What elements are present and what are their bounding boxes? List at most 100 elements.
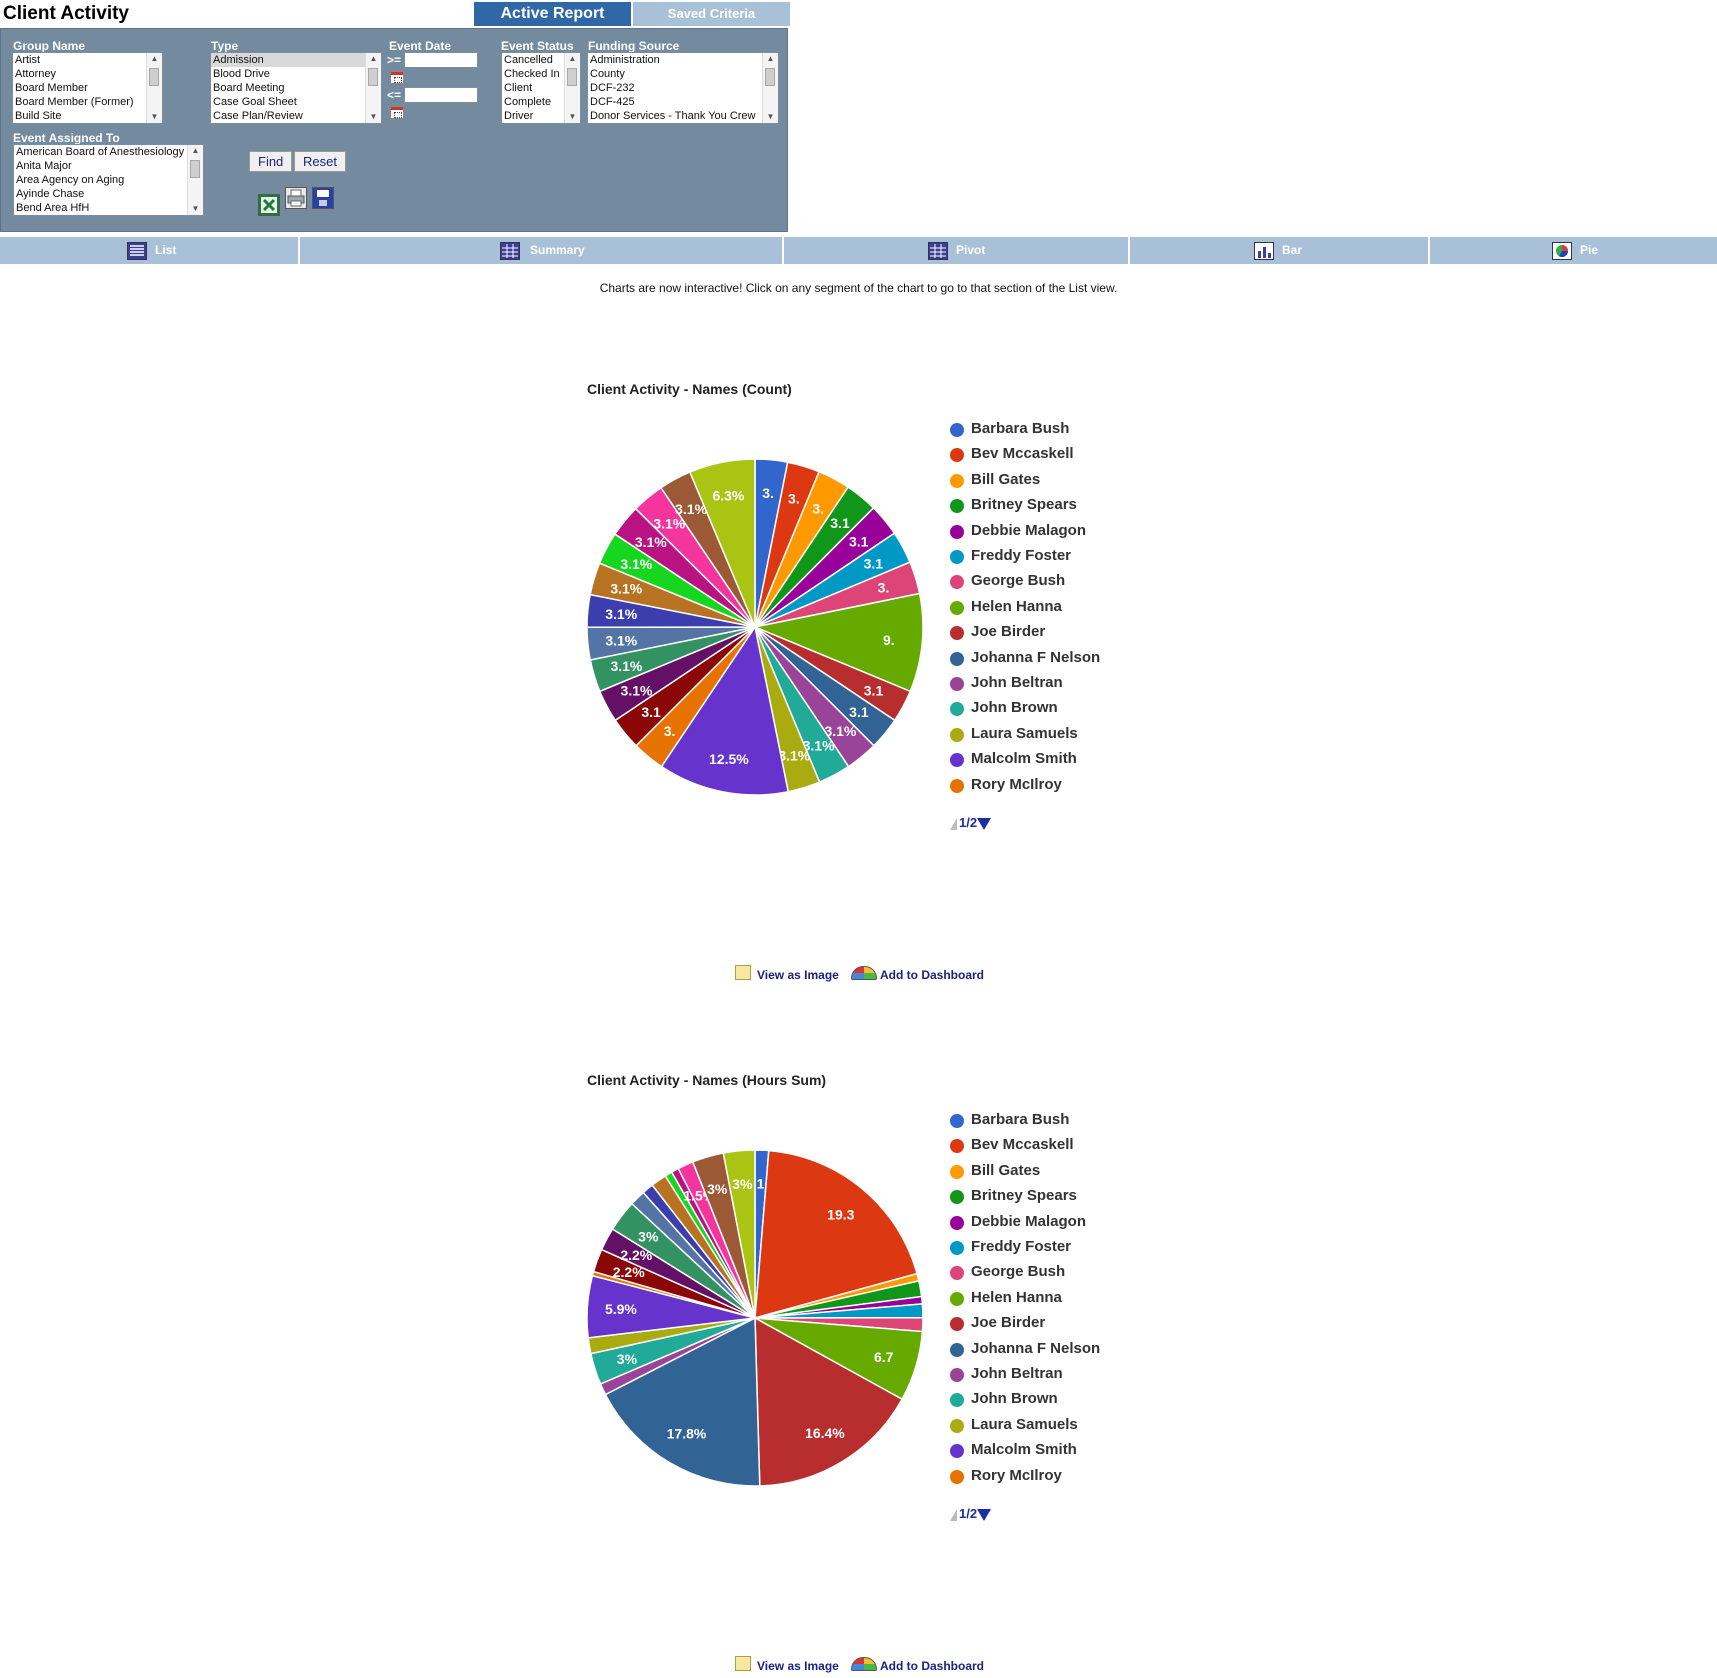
legend-label: Bill Gates	[971, 470, 1041, 488]
pie-slice[interactable]	[752, 592, 924, 693]
group-name-listbox[interactable]: Artist Attorney Board Member Board Membe…	[12, 52, 163, 124]
scroll-thumb[interactable]	[149, 68, 159, 86]
legend-swatch	[950, 1114, 964, 1128]
page-up-icon[interactable]	[950, 1509, 957, 1521]
list-option[interactable]: DCF-232	[590, 82, 635, 94]
funding-source-listbox[interactable]: Administration County DCF-232 DCF-425 Do…	[587, 52, 779, 124]
calendar-icon[interactable]	[390, 106, 404, 119]
page-down-icon[interactable]	[977, 1509, 991, 1521]
event-assigned-to-listbox[interactable]: American Board of Anesthesiology Anita M…	[13, 144, 204, 216]
pie-slice[interactable]	[688, 458, 756, 628]
scroll-down-icon[interactable]: ▼	[191, 204, 200, 213]
list-option[interactable]: Artist	[15, 54, 41, 66]
scroll-up-icon[interactable]: ▲	[568, 54, 577, 63]
list-option[interactable]: Complete	[504, 96, 552, 108]
legend-label: Rory McIlroy	[971, 1466, 1062, 1484]
pie-chart-hours[interactable]: 119.36.716.4%17.8%3%5.9%2.2%2.2%3%1.5%3%…	[583, 1146, 927, 1490]
scrollbar[interactable]: ▲ ▼	[187, 145, 203, 215]
reset-button[interactable]: Reset	[294, 151, 346, 172]
dashboard-icon[interactable]	[851, 1657, 877, 1671]
dashboard-icon[interactable]	[851, 966, 877, 980]
add-to-dashboard-link[interactable]: Add to Dashboard	[880, 1659, 984, 1673]
legend-swatch	[950, 575, 964, 590]
legend-swatch	[950, 1342, 964, 1357]
view-as-image-link[interactable]: View as Image	[757, 968, 839, 982]
scroll-down-icon[interactable]: ▼	[150, 112, 159, 121]
legend-label: Laura Samuels	[971, 724, 1078, 742]
list-option[interactable]: County	[590, 68, 625, 80]
tab-pivot[interactable]: Pivot	[784, 237, 1130, 264]
list-option[interactable]: American Board of Anesthesiology	[16, 146, 185, 158]
list-option[interactable]: Board Meeting	[213, 82, 285, 94]
excel-export-icon[interactable]	[258, 194, 280, 216]
save-icon[interactable]	[312, 187, 334, 209]
list-option[interactable]: Build Site	[15, 110, 62, 122]
tab-summary[interactable]: Summary	[300, 237, 784, 264]
pie-chart-count[interactable]: 3. 3.3.3.13.13.13.9.3.13.13.1%3.1%3.1%12.…	[583, 455, 927, 799]
scroll-thumb[interactable]	[765, 68, 775, 86]
view-image-icon[interactable]	[735, 965, 751, 980]
list-option[interactable]: Ayinde Chase	[16, 188, 85, 200]
list-option[interactable]: Client	[504, 82, 533, 94]
pivot-table-icon	[928, 242, 948, 260]
pie-slice-label: 3.	[762, 485, 774, 501]
add-to-dashboard-link[interactable]: Add to Dashboard	[880, 968, 984, 982]
tab-list[interactable]: List	[0, 237, 300, 264]
page-down-icon[interactable]	[977, 818, 991, 830]
tab-saved-criteria[interactable]: Saved Criteria	[633, 2, 790, 26]
list-option[interactable]: Board Member (Former)	[15, 96, 134, 108]
view-as-image-link[interactable]: View as Image	[757, 1659, 839, 1673]
list-option[interactable]: Case Plan/Review	[213, 110, 303, 122]
pie-slice[interactable]	[754, 1316, 904, 1487]
event-status-listbox[interactable]: Cancelled Checked In Client Complete Dri…	[501, 52, 581, 124]
page-up-icon[interactable]	[950, 818, 957, 830]
list-option[interactable]: Blood Drive	[213, 68, 270, 80]
scroll-down-icon[interactable]: ▼	[568, 112, 577, 121]
legend-pager-count[interactable]: 1/2	[950, 815, 991, 833]
list-option[interactable]: Driver	[504, 110, 534, 122]
list-option-selected[interactable]: Admission	[211, 53, 381, 67]
calendar-icon[interactable]	[390, 71, 404, 84]
pie-slice-label: 3.	[664, 723, 676, 739]
list-option[interactable]: Case Goal Sheet	[213, 96, 297, 108]
tab-bar[interactable]: Bar	[1130, 237, 1430, 264]
legend-pager-hours[interactable]: 1/2	[950, 1506, 991, 1524]
scroll-up-icon[interactable]: ▲	[191, 146, 200, 155]
list-option[interactable]: Administration	[590, 54, 660, 66]
scroll-thumb[interactable]	[368, 68, 378, 86]
scrollbar[interactable]: ▲ ▼	[762, 53, 778, 123]
scroll-up-icon[interactable]: ▲	[369, 54, 378, 63]
type-listbox[interactable]: Admission Blood Drive Board Meeting Case…	[210, 52, 382, 124]
pie-slice[interactable]	[754, 1149, 918, 1320]
print-icon[interactable]	[285, 187, 307, 209]
list-option[interactable]: Anita Major	[16, 160, 72, 172]
scroll-thumb[interactable]	[190, 160, 200, 178]
date-to-input[interactable]	[404, 87, 478, 103]
list-option[interactable]: Bend Area HfH	[16, 202, 90, 214]
list-option[interactable]: Donor Services - Thank You Crew	[590, 110, 756, 122]
scrollbar[interactable]: ▲ ▼	[365, 53, 381, 123]
tab-active-report[interactable]: Active Report	[474, 2, 631, 26]
list-option[interactable]: Board Member	[15, 82, 88, 94]
list-option[interactable]: Cancelled	[504, 54, 553, 66]
list-option[interactable]: Attorney	[15, 68, 56, 80]
pie-slice[interactable]	[604, 1316, 761, 1487]
view-image-icon[interactable]	[735, 1656, 751, 1671]
list-option[interactable]: Area Agency on Aging	[16, 174, 125, 186]
tab-pie[interactable]: Pie	[1430, 237, 1717, 264]
pie-slice[interactable]	[660, 625, 790, 796]
list-option[interactable]: DCF-425	[590, 96, 635, 108]
pie-slice[interactable]	[722, 1149, 756, 1319]
scrollbar[interactable]: ▲ ▼	[146, 53, 162, 123]
scroll-down-icon[interactable]: ▼	[766, 112, 775, 121]
legend-swatch	[950, 727, 964, 742]
find-button[interactable]: Find	[249, 151, 293, 172]
scrollbar[interactable]: ▲ ▼	[564, 53, 580, 123]
scroll-thumb[interactable]	[567, 68, 577, 86]
list-option[interactable]: Checked In	[504, 68, 560, 80]
scroll-up-icon[interactable]: ▲	[766, 54, 775, 63]
scroll-up-icon[interactable]: ▲	[150, 54, 159, 63]
date-from-input[interactable]	[404, 52, 478, 68]
legend-label: John Beltran	[971, 1365, 1063, 1382]
scroll-down-icon[interactable]: ▼	[369, 112, 378, 121]
